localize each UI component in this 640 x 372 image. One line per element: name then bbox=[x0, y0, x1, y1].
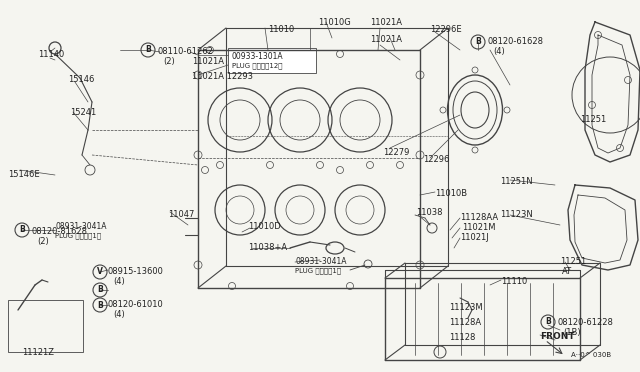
Text: 11038+A: 11038+A bbox=[248, 243, 287, 252]
Text: (2): (2) bbox=[37, 237, 49, 246]
Text: 11010B: 11010B bbox=[435, 189, 467, 198]
Text: 11021A: 11021A bbox=[370, 18, 402, 27]
Text: 00933-1301A: 00933-1301A bbox=[232, 52, 284, 61]
Text: 11047: 11047 bbox=[168, 210, 195, 219]
Text: PLUG プラグ〈1〉: PLUG プラグ〈1〉 bbox=[55, 232, 101, 238]
Text: 11021M: 11021M bbox=[462, 223, 495, 232]
Text: 08931-3041A: 08931-3041A bbox=[55, 222, 106, 231]
Text: 15146E: 15146E bbox=[8, 170, 40, 179]
Text: A··0^ 030B: A··0^ 030B bbox=[571, 352, 611, 358]
Text: AT: AT bbox=[562, 267, 572, 276]
Text: V: V bbox=[97, 267, 103, 276]
Text: 11128A: 11128A bbox=[449, 318, 481, 327]
Text: 08120-61010: 08120-61010 bbox=[108, 300, 164, 309]
Text: 11021J: 11021J bbox=[460, 233, 489, 242]
Text: (4): (4) bbox=[493, 47, 505, 56]
Text: PLUG プラグ〈12〉: PLUG プラグ〈12〉 bbox=[232, 62, 282, 68]
Text: 11021A: 11021A bbox=[370, 35, 402, 44]
Text: 11021A 12293: 11021A 12293 bbox=[192, 72, 253, 81]
Text: 11121Z: 11121Z bbox=[22, 348, 54, 357]
Text: 11038: 11038 bbox=[416, 208, 442, 217]
Text: 12279: 12279 bbox=[383, 148, 410, 157]
Text: 12296E: 12296E bbox=[430, 25, 461, 34]
Text: 08931-3041A: 08931-3041A bbox=[295, 257, 346, 266]
Text: (2): (2) bbox=[163, 57, 175, 66]
Text: 11128AA: 11128AA bbox=[460, 213, 498, 222]
Text: (1B): (1B) bbox=[563, 328, 580, 337]
Text: 11251: 11251 bbox=[560, 257, 586, 266]
Text: B: B bbox=[545, 317, 551, 327]
Bar bbox=[228, 48, 316, 73]
Text: (4): (4) bbox=[113, 277, 125, 286]
Text: 11123M: 11123M bbox=[449, 303, 483, 312]
Text: 08120-61228: 08120-61228 bbox=[558, 318, 614, 327]
Text: FRONT: FRONT bbox=[540, 332, 575, 341]
Text: 11010D: 11010D bbox=[248, 222, 281, 231]
Text: PLUG プラグ〈1〉: PLUG プラグ〈1〉 bbox=[295, 267, 341, 274]
Text: 15146: 15146 bbox=[68, 75, 94, 84]
Text: 11140: 11140 bbox=[38, 50, 64, 59]
Text: 08120-81628: 08120-81628 bbox=[32, 227, 88, 236]
Text: 11010: 11010 bbox=[268, 25, 294, 34]
Text: 12296: 12296 bbox=[423, 155, 449, 164]
Text: 11123N: 11123N bbox=[500, 210, 532, 219]
Bar bbox=[8, 300, 83, 352]
Text: 08915-13600: 08915-13600 bbox=[108, 267, 164, 276]
Text: B: B bbox=[475, 38, 481, 46]
Text: B: B bbox=[19, 225, 25, 234]
Text: 11110: 11110 bbox=[501, 277, 527, 286]
Text: 11251: 11251 bbox=[580, 115, 606, 124]
Text: 08120-61628: 08120-61628 bbox=[488, 37, 544, 46]
Text: 11251N: 11251N bbox=[500, 177, 532, 186]
Text: 08110-61262: 08110-61262 bbox=[158, 47, 214, 56]
Text: 11128: 11128 bbox=[449, 333, 476, 342]
Text: B: B bbox=[97, 301, 103, 310]
Text: B: B bbox=[145, 45, 151, 55]
Text: (4): (4) bbox=[113, 310, 125, 319]
Text: 15241: 15241 bbox=[70, 108, 96, 117]
Text: B: B bbox=[97, 285, 103, 295]
Text: 11021A: 11021A bbox=[192, 57, 224, 66]
Text: 11010G: 11010G bbox=[318, 18, 351, 27]
